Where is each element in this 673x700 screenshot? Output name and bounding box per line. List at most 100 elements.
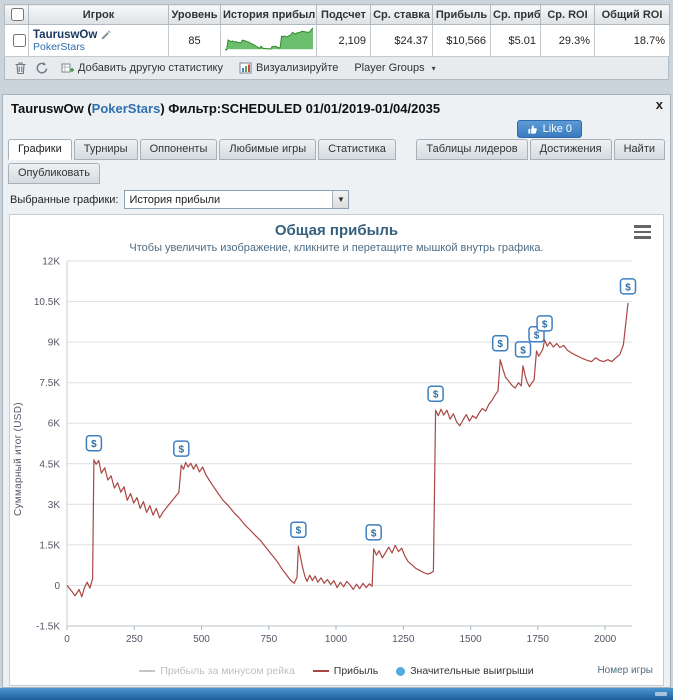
row-checkbox[interactable] [13,34,26,47]
profit-cell: $10,566 [432,24,491,57]
svg-text:$: $ [179,445,185,456]
svg-text:$: $ [534,330,540,341]
svg-text:1000: 1000 [325,634,348,645]
svg-text:1500: 1500 [459,634,482,645]
tab-favorite-games[interactable]: Любимые игры [219,139,317,160]
level-cell: 85 [168,24,221,57]
tab-charts[interactable]: Графики [8,139,72,160]
panel-title: TauruswOw (PokerStars) Фильтр:SCHEDULED … [3,95,670,119]
chart-selector-label: Выбранные графики: [10,193,119,206]
svg-text:10.5K: 10.5K [34,297,60,308]
profit-line-chart[interactable]: -1.5K 0 1.5K 3K 4.5K 6K 7.5K 9K 10.5K 12K 0 250 500 7… [10,256,665,661]
panel-title-site[interactable]: PokerStars [91,101,161,116]
svg-text:9K: 9K [48,338,61,349]
tab-publish[interactable]: Опубликовать [8,163,100,184]
tab-statistics[interactable]: Статистика [318,139,396,160]
count-cell: 2,109 [316,24,371,57]
svg-text:$: $ [625,282,631,293]
column-header-player[interactable]: Игрок [28,4,169,25]
y-axis-title: Суммарный итог (USD) [13,402,24,517]
svg-text:1.5K: 1.5K [39,540,60,551]
svg-text:2000: 2000 [594,634,617,645]
like-label: Like 0 [542,123,572,135]
tab-achievements[interactable]: Достижения [529,139,612,160]
svg-text:$: $ [433,390,439,401]
svg-text:1750: 1750 [527,634,550,645]
legend-label: Прибыль за минусом рейка [160,665,295,677]
chart-select-value: История прибыли [129,193,221,206]
chart-legend: Прибыль за минусом рейка Прибыль Значите… [10,661,663,681]
resize-grip [655,692,667,696]
svg-text:$: $ [520,345,526,356]
column-header-avg-roi[interactable]: Ср. ROI [540,4,595,25]
select-all-header [4,4,29,25]
profit-chart-panel: Общая прибыль Чтобы увеличить изображени… [9,214,664,686]
close-icon[interactable]: x [655,97,663,112]
chart-menu-button[interactable] [634,225,651,242]
player-name: TauruswOw [33,28,98,41]
legend-item-significant-wins[interactable]: Значительные выигрыши [396,665,534,677]
trash-icon [15,62,25,75]
tab-tournaments[interactable]: Турниры [73,139,138,160]
player-stats-table: Игрок Уровень История прибыли Подсчет Ср… [4,4,670,57]
svg-text:-1.5K: -1.5K [36,622,60,633]
add-statistic-label: Добавить другую статистику [78,62,223,74]
table-toolbar: Добавить другую статистику Визуализируйт… [4,57,669,80]
column-header-profit[interactable]: Прибыль [432,4,491,25]
stats-table-section: Игрок Уровень История прибыли Подсчет Ср… [4,4,670,80]
player-name-link[interactable]: TauruswOw [33,29,164,41]
svg-text:12K: 12K [42,257,60,268]
select-arrow-icon: ▼ [332,191,349,208]
svg-text:$: $ [542,319,548,330]
column-header-avg-stake[interactable]: Ср. ставка [370,4,433,25]
column-header-level[interactable]: Уровень [168,4,221,25]
legend-dot-symbol [396,666,406,676]
svg-text:250: 250 [126,634,143,645]
tabs-row: Графики Турниры Оппоненты Любимые игры С… [3,139,670,160]
refresh-button[interactable] [32,59,52,77]
like-row: Like 0 [3,119,670,139]
svg-text:$: $ [296,526,302,537]
add-statistic-button[interactable]: Добавить другую статистику [54,60,230,77]
tab-opponents[interactable]: Оппоненты [139,139,218,160]
visualize-button[interactable]: Визуализируйте [232,60,345,76]
chart-subtitle: Чтобы увеличить изображение, кликните и … [129,242,544,254]
legend-item-minus-rake[interactable]: Прибыль за минусом рейка [139,665,295,677]
panel-title-player: TauruswOw ( [11,101,92,116]
table-row: TauruswOw PokerStars 85 2,109 $24.37 $10… [4,24,670,57]
player-detail-panel: TauruswOw (PokerStars) Фильтр:SCHEDULED … [2,94,671,688]
svg-text:3K: 3K [48,500,61,511]
player-site-link[interactable]: PokerStars [33,40,85,53]
column-header-profit-history[interactable]: История прибыли [220,4,317,25]
profit-history-sparkline[interactable] [220,24,317,57]
legend-line-symbol [312,670,329,672]
legend-label: Прибыль [333,665,379,677]
x-axis-title: Номер игры [597,665,653,676]
svg-text:500: 500 [193,634,210,645]
chevron-down-icon: ▾ [431,63,436,73]
panel-title-filter: ) Фильтр:SCHEDULED 01/01/2019-01/04/2035 [160,101,441,116]
tab-find[interactable]: Найти [613,139,665,160]
delete-button[interactable] [10,59,30,77]
like-button[interactable]: Like 0 [516,120,582,138]
svg-text:7.5K: 7.5K [39,378,60,389]
avg-roi-cell: 29.3% [540,24,595,57]
column-header-count[interactable]: Подсчет [316,4,371,25]
player-note-icon [101,30,111,40]
chart-select[interactable]: История прибыли ▼ [124,190,350,209]
legend-label: Значительные выигрыши [410,665,534,677]
select-all-checkbox[interactable] [11,8,24,21]
column-header-avg-profit[interactable]: Ср. приб [490,4,541,25]
player-groups-dropdown[interactable]: Player Groups ▾ [347,60,442,76]
bottom-window-bar [0,688,673,700]
column-header-total-roi[interactable]: Общий ROI [594,4,670,25]
hamburger-icon [634,225,651,228]
tabs-right-group: Таблицы лидеров Достижения Найти [416,139,665,160]
avg-stake-cell: $24.37 [370,24,433,57]
sparkline-chart [224,27,314,51]
tab-leaderboards[interactable]: Таблицы лидеров [416,139,528,160]
add-statistic-icon [61,63,74,72]
legend-item-profit[interactable]: Прибыль [312,665,379,677]
legend-line-symbol [139,670,156,672]
svg-text:0: 0 [54,581,60,592]
